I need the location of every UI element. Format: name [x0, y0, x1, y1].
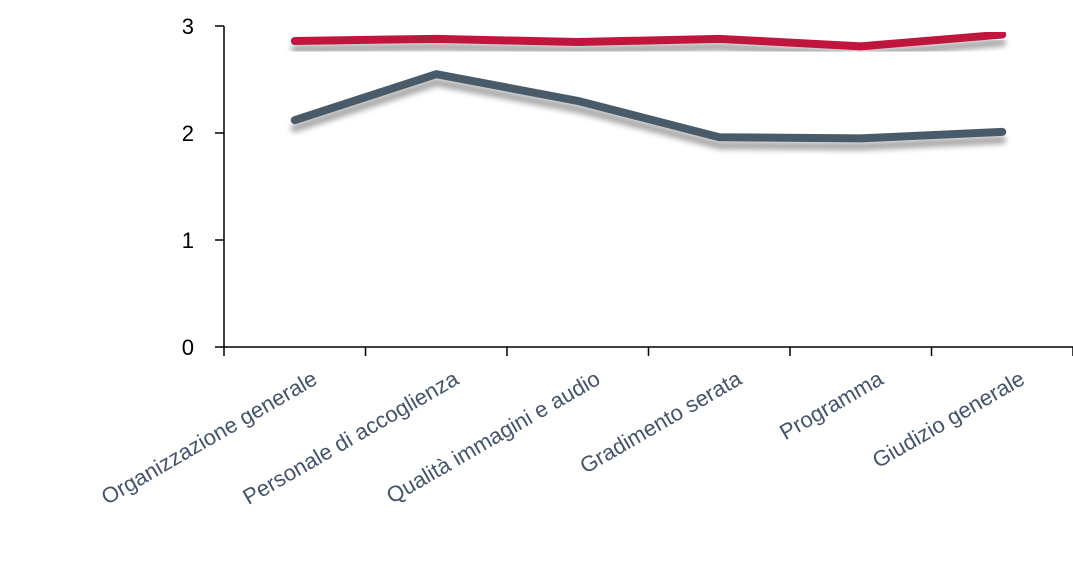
y-tick-label: 0 [182, 335, 194, 360]
y-tick-label: 2 [182, 121, 194, 146]
series-lines [290, 30, 1007, 143]
series-2-point [294, 119, 296, 121]
series-1-point [577, 41, 579, 43]
series-1-point [860, 45, 862, 47]
series-1-point [294, 40, 296, 42]
series-2-point [860, 137, 862, 139]
y-tick-label: 1 [182, 228, 194, 253]
series-line-1 [290, 30, 1007, 51]
x-tick-label: Programma [775, 365, 888, 444]
y-axis-ticks: 0 1 2 3 [182, 14, 224, 360]
series-line-2 [290, 70, 1007, 143]
series-1-point [718, 38, 720, 40]
series-1-point [1001, 34, 1003, 36]
y-tick-label: 3 [182, 14, 194, 39]
series-2-point [577, 100, 579, 102]
axes [223, 26, 1073, 348]
series-1-point [435, 38, 437, 40]
series-2-point [1001, 131, 1003, 133]
x-tick-label: Giudizio generale [868, 366, 1029, 473]
series-2-point [718, 136, 720, 138]
series-2-point [435, 73, 437, 75]
